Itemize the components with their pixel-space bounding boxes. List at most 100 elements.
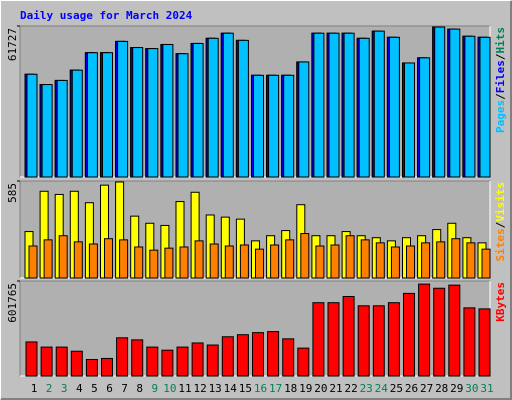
bar [192,42,204,178]
y-tick-label: 601765 [6,283,19,323]
x-tick-label: 3 [61,382,68,395]
x-tick-label: 11 [178,382,191,395]
bar [116,337,129,377]
x-tick-label: 18 [284,382,297,395]
bar [221,336,234,377]
bar [56,79,68,178]
bar [449,28,461,178]
x-tick-label: 12 [193,382,206,395]
bar [222,32,234,178]
bar [162,43,174,178]
bar [375,242,385,279]
bar [86,52,98,178]
bar [253,74,264,178]
x-tick-label: 8 [136,382,143,395]
x-tick-label: 25 [390,382,403,395]
bar [372,305,385,377]
bar [71,69,83,178]
bar [330,244,340,279]
x-tick-label: 14 [224,382,238,395]
bar [433,287,446,377]
x-tick-label: 28 [435,382,448,395]
bar [101,357,113,377]
bar [119,239,129,279]
x-tick-label: 20 [314,382,327,395]
x-tick-label: 19 [299,382,312,395]
bar [328,32,340,178]
x-tick-label: 16 [254,382,267,395]
bar [342,295,355,377]
bar [451,238,461,279]
x-tick-label: 30 [465,382,478,395]
x-tick-label: 29 [450,382,463,395]
bar [345,235,355,279]
bar [283,74,295,178]
bar [387,302,400,377]
bar [436,241,446,279]
bar [239,244,249,279]
bar [403,292,415,377]
bar [207,37,219,178]
bar [390,246,400,279]
x-tick-label: 1 [31,382,38,395]
bar [132,47,144,178]
x-tick-label: 31 [480,382,493,395]
legend-entry: Visits [494,182,507,222]
bar [270,244,280,279]
bar [406,245,415,279]
bar [146,346,159,377]
bar [40,346,53,377]
bar [194,240,204,279]
x-tick-label: 22 [344,382,357,395]
y-tick-label: 585 [6,183,19,203]
x-tick-label: 5 [91,382,98,395]
x-tick-label: 15 [239,382,252,395]
bar [312,302,325,377]
bar [466,242,476,279]
chart-title: Daily usage for March 2024 [20,9,193,22]
bar [481,248,491,279]
bar [73,241,83,279]
bar [421,242,431,279]
legend: KBytes [494,282,507,322]
bar [282,338,295,377]
legend-entry: Files [494,60,507,93]
legend-entry: Sites [494,228,507,261]
bar [357,305,370,377]
bar [419,57,431,178]
bar [206,344,219,377]
legend-separator: / [494,53,507,60]
bar [102,52,113,178]
bar [117,40,129,178]
bar [88,243,98,279]
bar [360,239,370,279]
bar [343,32,355,178]
bar [176,346,189,377]
bar [236,334,249,377]
x-tick-label: 10 [163,382,176,395]
bar [58,235,68,279]
x-tick-label: 7 [121,382,128,395]
bar [479,36,491,178]
bar [315,245,325,279]
bar [55,346,68,377]
bar [297,347,310,377]
x-tick-label: 6 [106,382,113,395]
x-tick-label: 21 [329,382,342,395]
legend: Pages/Files/Hits [494,27,507,133]
x-tick-label: 23 [360,382,373,395]
bar [41,84,53,178]
bar [104,238,113,279]
legend-separator: / [494,93,507,100]
bar [255,248,264,279]
bar [418,283,431,377]
bar [327,302,340,377]
bar [131,339,144,377]
bar [164,247,174,279]
bar [191,342,204,377]
legend-separator: / [494,221,507,228]
bar [464,35,476,178]
